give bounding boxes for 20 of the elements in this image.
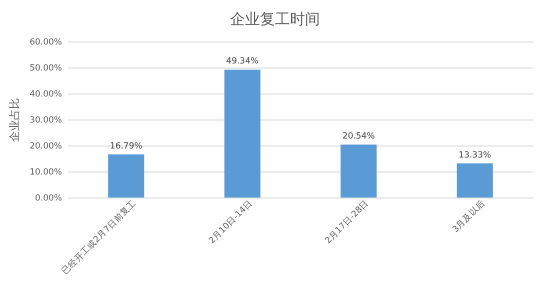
- y-axis-title: 企业占比: [8, 98, 21, 142]
- data-label: 49.34%: [226, 56, 259, 67]
- chart-title: 企业复工时间: [230, 10, 320, 28]
- y-tick-label: 0.00%: [34, 194, 62, 204]
- x-tick-label: 2月10日-14日: [207, 198, 255, 246]
- y-tick-label: 20.00%: [30, 142, 62, 152]
- x-tick-label: 3月及以后: [450, 198, 488, 235]
- x-tick-label: 2月17日-28日: [324, 198, 371, 246]
- data-label: 20.54%: [342, 132, 375, 142]
- bar: [456, 163, 493, 198]
- y-tick-label: 50.00%: [30, 64, 62, 74]
- bar: [224, 70, 260, 198]
- y-tick-label: 60.00%: [30, 38, 62, 48]
- y-tick-label: 40.00%: [30, 90, 62, 100]
- data-label: 16.79%: [110, 141, 142, 152]
- data-label: 13.33%: [458, 150, 492, 160]
- y-tick-label: 30.00%: [30, 116, 62, 126]
- bar: [108, 154, 144, 198]
- bar: [340, 144, 377, 198]
- y-tick-label: 10.00%: [30, 168, 62, 178]
